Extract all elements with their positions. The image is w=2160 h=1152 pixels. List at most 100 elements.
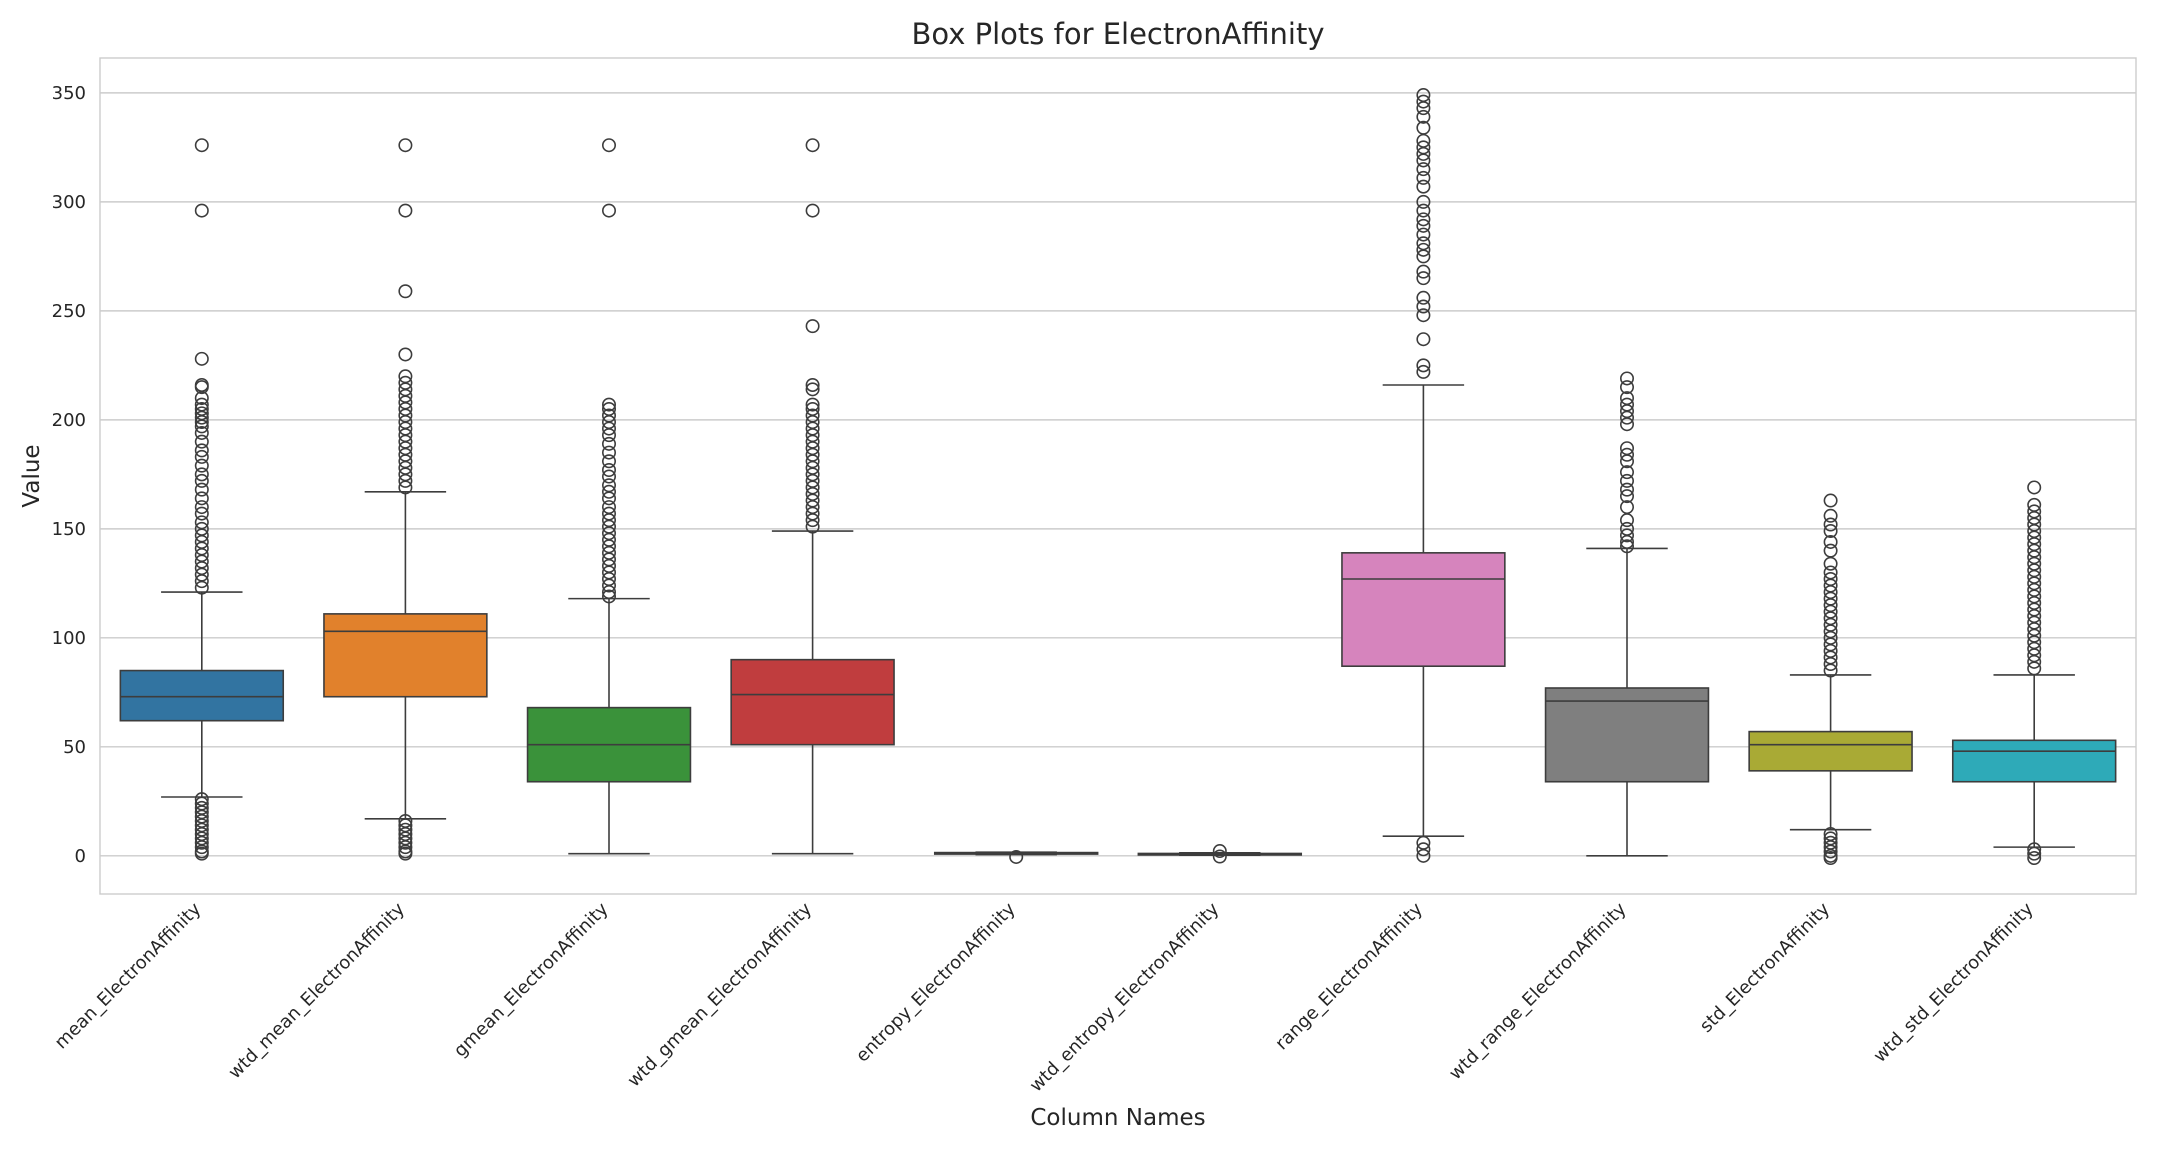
outlier-point — [194, 482, 209, 497]
outlier-point — [398, 480, 413, 495]
outlier-point — [1416, 364, 1431, 379]
outlier-point — [601, 454, 616, 469]
outlier-point — [398, 284, 413, 299]
outlier-point — [1823, 657, 1838, 672]
outlier-point — [1823, 534, 1838, 549]
outlier-point — [1416, 146, 1431, 161]
outlier-point — [1620, 410, 1635, 425]
outlier-point — [1416, 358, 1431, 373]
plot-frame — [99, 57, 2137, 895]
outlier-point — [2027, 654, 2042, 669]
outlier-point — [194, 467, 209, 482]
outlier-point — [1416, 242, 1431, 257]
x-axis-label: Column Names — [1030, 1105, 1205, 1131]
outlier-point — [1620, 482, 1635, 497]
outlier-point — [1823, 543, 1838, 558]
outlier-point — [194, 203, 209, 218]
y-tick-250: 250 — [52, 301, 86, 322]
outlier-point — [805, 319, 820, 334]
x-tick-labels: mean_ElectronAffinity wtd_mean_ElectronAf… — [51, 898, 2038, 1096]
outlier-point — [1009, 849, 1024, 864]
chart-title: Box Plots for ElectronAffinity — [912, 17, 1325, 51]
outlier-point — [805, 377, 820, 392]
outlier-point — [1823, 844, 1838, 859]
outlier-point — [601, 484, 616, 499]
outlier-point — [398, 473, 413, 488]
outlier-point — [601, 436, 616, 451]
box-iqr — [119, 669, 285, 722]
outlier-point — [194, 835, 209, 850]
box-wtd_mean_ElectronAffinity — [323, 138, 488, 861]
outlier-point — [601, 589, 616, 604]
outlier-point — [1823, 508, 1838, 523]
outlier-point — [194, 380, 209, 395]
y-tick-150: 150 — [52, 519, 86, 540]
outlier-point — [1416, 212, 1431, 227]
outlier-point — [1416, 179, 1431, 194]
outlier-point — [1416, 101, 1431, 116]
box-gmean_ElectronAffinity — [526, 138, 692, 855]
x-tick-wtd_mean_ElectronAffinity: wtd_mean_ElectronAffinity — [224, 898, 409, 1083]
outlier-point — [601, 491, 616, 506]
outlier-point — [1416, 299, 1431, 314]
outlier-point — [1823, 524, 1838, 539]
box-wtd_entropy_ElectronAffinity — [1137, 844, 1303, 864]
outlier-point — [601, 445, 616, 460]
box-iqr — [730, 658, 895, 746]
box-wtd_range_ElectronAffinity — [1544, 371, 1710, 857]
outlier-point — [1620, 513, 1635, 528]
outlier-point — [1416, 203, 1431, 218]
outlier-point — [1620, 489, 1635, 504]
x-tick-entropy_ElectronAffinity: entropy_ElectronAffinity — [852, 898, 1020, 1066]
outlier-point — [601, 138, 616, 153]
outlier-point — [1823, 851, 1838, 866]
outlier-point — [1823, 493, 1838, 508]
box-wtd_gmean_ElectronAffinity — [730, 138, 895, 855]
outlier-point — [1416, 162, 1431, 177]
outlier-point — [1416, 153, 1431, 168]
outlier-point — [398, 840, 413, 855]
x-tick-wtd_std_ElectronAffinity: wtd_std_ElectronAffinity — [1870, 898, 2038, 1066]
x-tick-gmean_ElectronAffinity: gmean_ElectronAffinity — [450, 898, 613, 1061]
outlier-point — [194, 410, 209, 425]
y-tick-labels: 0 50 100 150 200 250 300 350 — [52, 83, 86, 867]
outlier-point — [1416, 848, 1431, 863]
outlier-point — [1416, 194, 1431, 209]
y-tick-0: 0 — [75, 846, 86, 867]
x-tick-mean_ElectronAffinity: mean_ElectronAffinity — [51, 898, 206, 1053]
outlier-point — [1416, 218, 1431, 233]
outlier-point — [1416, 227, 1431, 242]
outlier-point — [398, 138, 413, 153]
outlier-point — [194, 500, 209, 515]
outlier-point — [601, 428, 616, 443]
outlier-point — [1212, 849, 1227, 864]
outlier-point — [194, 351, 209, 366]
box-iqr — [1951, 739, 2117, 783]
outlier-point — [1416, 842, 1431, 857]
box-iqr — [1544, 687, 1710, 783]
x-tick-wtd_gmean_ElectronAffinity: wtd_gmean_ElectronAffinity — [624, 898, 817, 1091]
outlier-point — [805, 397, 820, 412]
outlier-point — [1620, 371, 1635, 386]
outlier-point — [1823, 556, 1838, 571]
outlier-point — [1620, 473, 1635, 488]
outlier-point — [194, 574, 209, 589]
outlier-point — [601, 469, 616, 484]
outlier-point — [1620, 539, 1635, 554]
x-tick-wtd_entropy_ElectronAffinity: wtd_entropy_ElectronAffinity — [1026, 898, 1224, 1096]
outlier-point — [1620, 447, 1635, 462]
x-tick-range_ElectronAffinity: range_ElectronAffinity — [1271, 898, 1427, 1054]
outlier-point — [1416, 290, 1431, 305]
outlier-point — [194, 419, 209, 434]
outlier-point — [1416, 249, 1431, 264]
outlier-point — [1416, 94, 1431, 109]
outlier-point — [194, 473, 209, 488]
outlier-point — [194, 138, 209, 153]
outlier-point — [805, 203, 820, 218]
outlier-point — [1823, 840, 1838, 855]
y-tick-350: 350 — [52, 83, 86, 104]
box-iqr — [323, 613, 488, 698]
y-tick-300: 300 — [52, 192, 86, 213]
outlier-point — [194, 580, 209, 595]
